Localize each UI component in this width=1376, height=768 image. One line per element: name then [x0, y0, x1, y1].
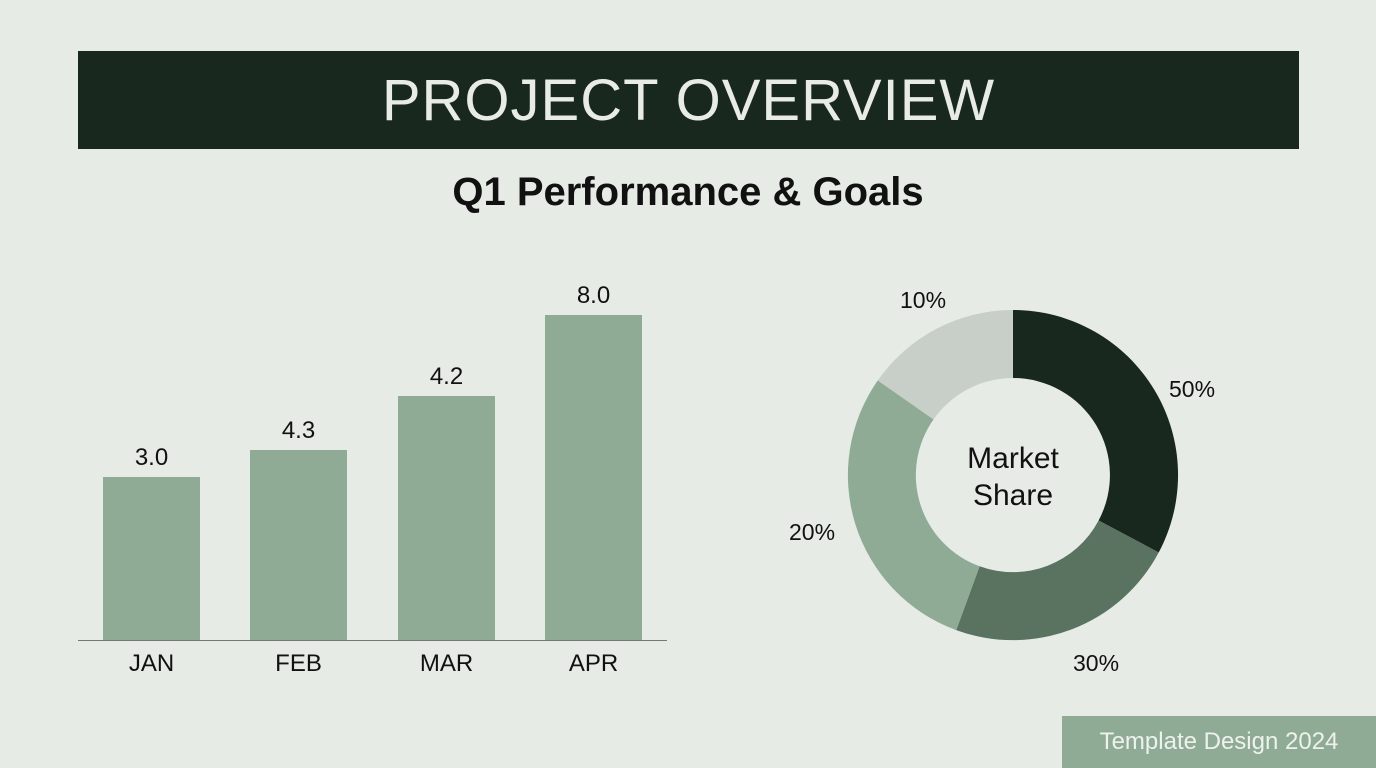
- center-label-line2: Share: [972, 479, 1054, 512]
- slice-label-pale: 10%: [900, 287, 947, 313]
- footer-badge-text: Template Design 2024: [1099, 728, 1339, 755]
- footer-badge: Template Design 2024: [1062, 716, 1376, 768]
- donut-chart: Market Share 50% 30% 20% 10%: [780, 280, 1240, 690]
- bar-value-label: 8.0: [576, 282, 611, 309]
- donut-slice-light-green: [847, 380, 980, 631]
- bar-mar: [398, 396, 495, 640]
- title-banner: PROJECT OVERVIEW: [78, 51, 1299, 149]
- page-title: PROJECT OVERVIEW: [381, 67, 996, 133]
- donut-slice-pale: [877, 310, 1013, 420]
- bar-value-label: 4.2: [429, 363, 464, 390]
- bar-apr: [545, 315, 642, 640]
- slice-label-mid-dark: 30%: [1073, 650, 1120, 676]
- slice-label-dark: 50%: [1169, 376, 1216, 402]
- bar-value-label: 4.3: [281, 417, 316, 444]
- donut-slice-mid-dark: [956, 520, 1159, 641]
- bar-feb: [250, 450, 347, 640]
- category-label: FEB: [275, 650, 322, 677]
- category-label: MAR: [419, 650, 474, 677]
- slice-label-light-green: 20%: [789, 519, 836, 545]
- donut-center-label: Market Share: [963, 440, 1063, 514]
- donut-slice-dark: [1013, 310, 1179, 553]
- page-subtitle: Q1 Performance & Goals: [452, 170, 924, 214]
- category-label: JAN: [128, 650, 175, 677]
- bar-value-label: 3.0: [134, 444, 169, 471]
- x-axis-baseline: [78, 640, 667, 641]
- center-label-line1: Market: [967, 442, 1059, 475]
- category-label: APR: [568, 650, 619, 677]
- bar-chart: 3.0 JAN 4.3 FEB 4.2 MAR 8.0 APR: [78, 270, 668, 690]
- donut-rings: [847, 310, 1179, 641]
- bar-jan: [103, 477, 200, 640]
